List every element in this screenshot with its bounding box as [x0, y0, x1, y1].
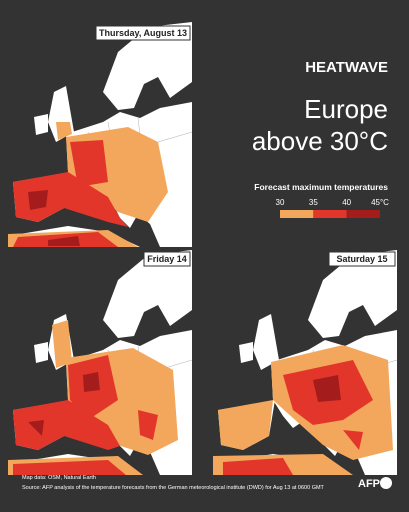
legend-tick-label: 30 — [276, 198, 285, 207]
panel-label: Friday 14 — [147, 254, 187, 264]
map-panel: Thursday, August 13 — [7, 21, 193, 248]
panel-label-box — [143, 251, 191, 267]
legend-tick-label: 35 — [309, 198, 318, 207]
title-line: Europe — [304, 94, 388, 124]
legend-swatch — [346, 210, 380, 218]
legend: 30 35 40 45°C — [276, 198, 389, 218]
title-line: above 30°C — [252, 126, 388, 156]
map-panel: Friday 14 — [7, 249, 193, 476]
legend-swatch — [313, 210, 347, 218]
legend-tick-label: 45°C — [371, 198, 389, 207]
credit: Map data: OSM, Natural Earth — [22, 475, 96, 481]
panel-label-box — [328, 251, 396, 267]
logo-mark — [380, 477, 392, 489]
legend-title: Forecast maximum temperatures — [254, 182, 388, 192]
source: Source: AFP analysis of the temperature … — [22, 485, 325, 491]
kicker: HEATWAVE — [305, 59, 388, 76]
panel-label-box — [95, 25, 191, 41]
logo: AFP — [358, 478, 380, 490]
panel-label: Saturday 15 — [336, 254, 387, 264]
legend-swatch — [280, 210, 314, 218]
map-panel: Saturday 15 — [212, 249, 398, 476]
legend-tick-label: 40 — [342, 198, 351, 207]
panel-label: Thursday, August 13 — [99, 28, 187, 38]
